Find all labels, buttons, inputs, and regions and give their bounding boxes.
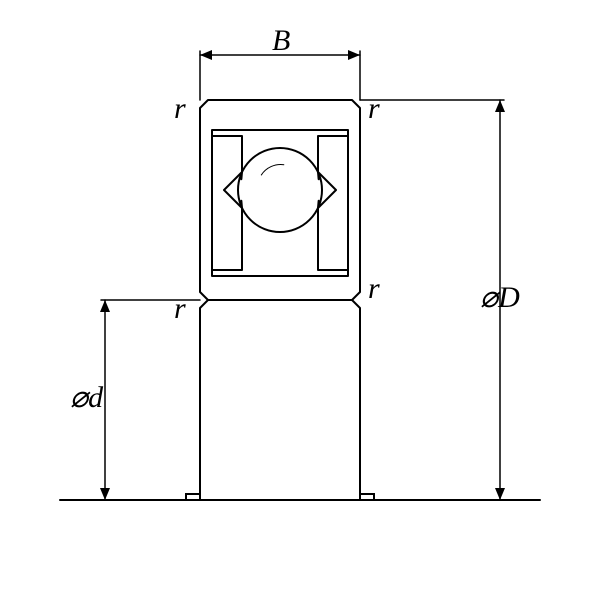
label-r-mid-right: r (368, 272, 380, 306)
label-r-mid-left: r (174, 292, 186, 326)
phi-D: ⌀ (480, 281, 498, 314)
phi-d: ⌀ (70, 381, 88, 414)
label-r-top-left: r (174, 92, 186, 126)
label-d: ⌀d (70, 380, 103, 415)
label-B: B (272, 24, 290, 58)
bearing-diagram: B r r r r ⌀D ⌀d (0, 0, 600, 600)
label-D: ⌀D (480, 280, 520, 315)
label-r-top-right: r (368, 92, 380, 126)
